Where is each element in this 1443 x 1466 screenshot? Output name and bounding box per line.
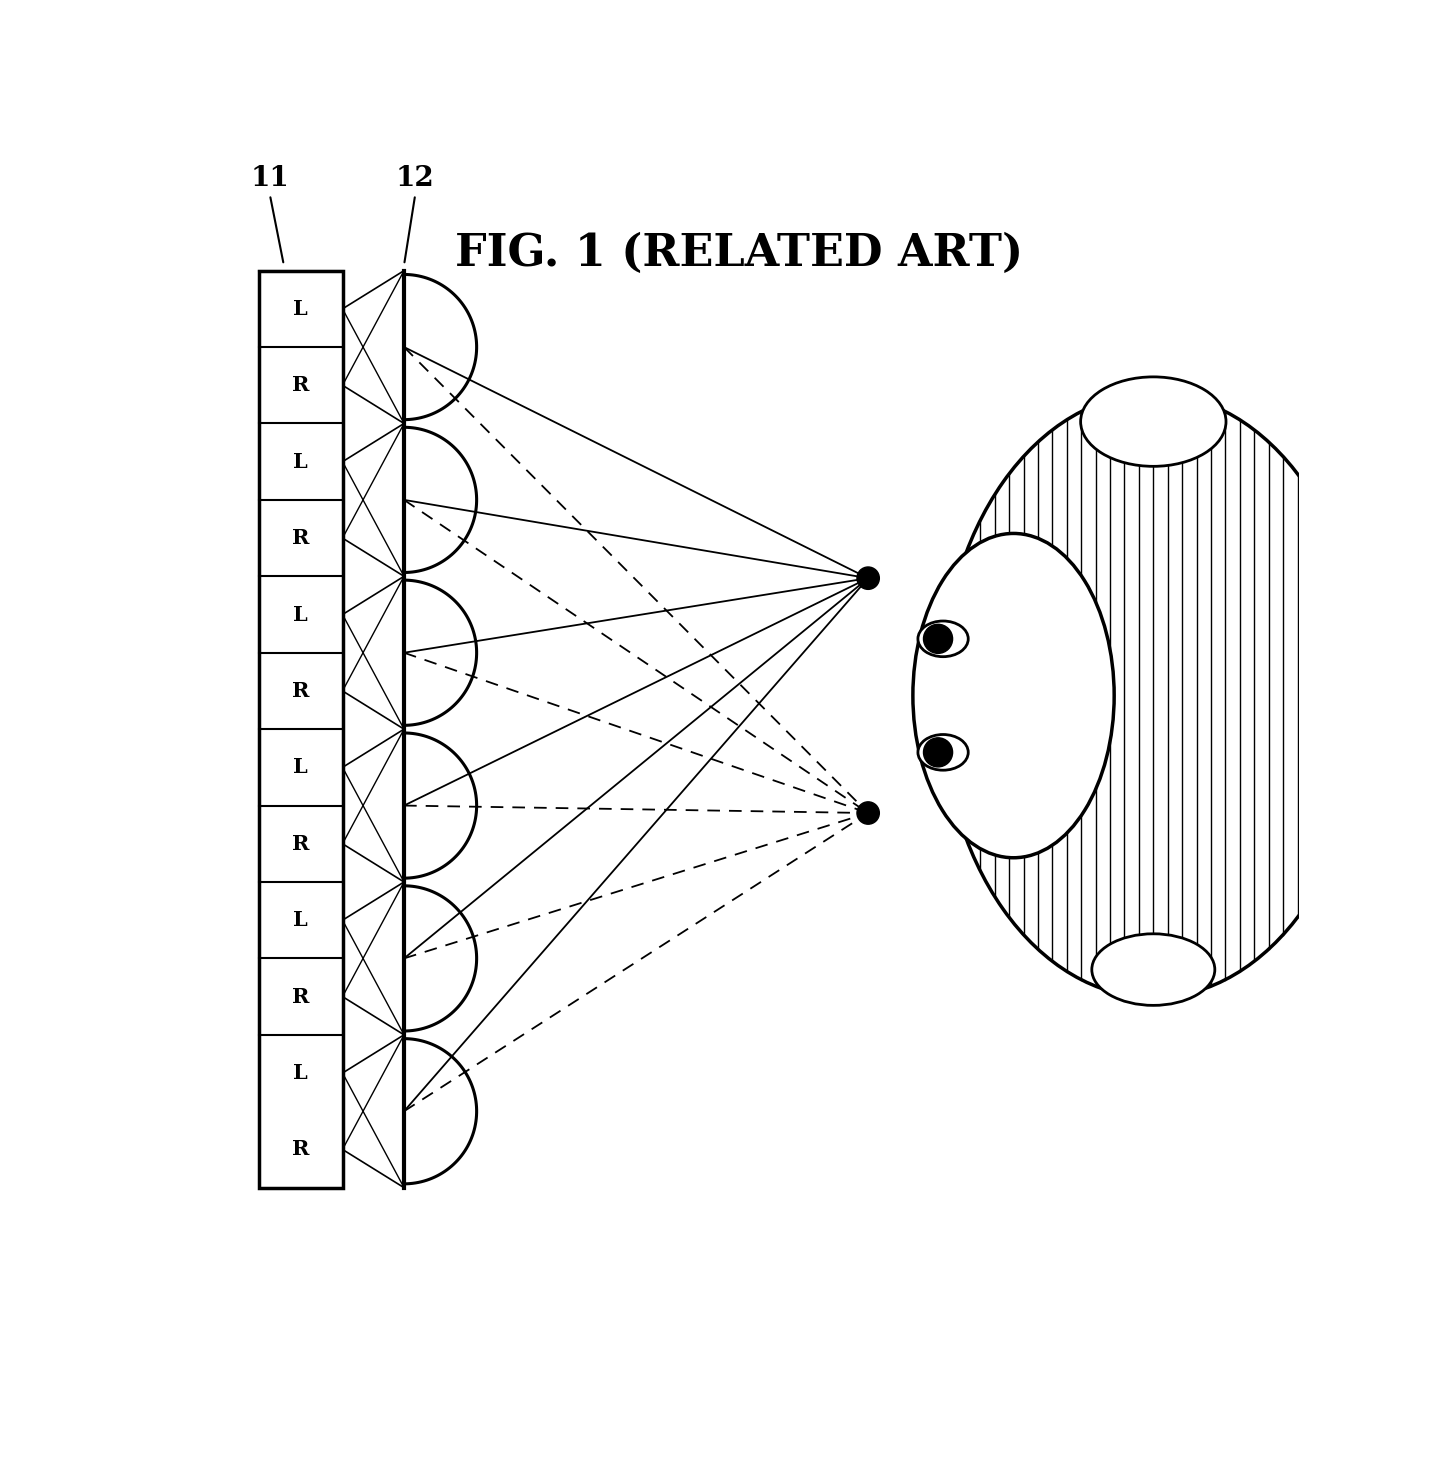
Circle shape (924, 737, 952, 767)
Bar (258, 271, 342, 1187)
Text: R: R (291, 528, 309, 548)
Text: L: L (293, 758, 307, 777)
Text: 11: 11 (251, 166, 289, 192)
Text: R: R (291, 987, 309, 1007)
Text: FIG. 1 (RELATED ART): FIG. 1 (RELATED ART) (456, 232, 1023, 274)
Ellipse shape (918, 734, 968, 770)
Ellipse shape (941, 394, 1365, 997)
Ellipse shape (1081, 377, 1227, 466)
Ellipse shape (913, 534, 1114, 858)
Text: L: L (293, 452, 307, 472)
Circle shape (924, 625, 952, 654)
Text: R: R (291, 680, 309, 701)
Text: R: R (291, 834, 309, 853)
Text: L: L (293, 604, 307, 625)
Ellipse shape (918, 622, 968, 657)
Text: L: L (293, 1063, 307, 1083)
Circle shape (857, 802, 879, 824)
Text: 12: 12 (395, 166, 434, 192)
Circle shape (857, 567, 879, 589)
Text: R: R (291, 1139, 309, 1160)
Ellipse shape (1092, 934, 1215, 1006)
Text: L: L (293, 910, 307, 931)
Text: R: R (291, 375, 309, 396)
Text: L: L (293, 299, 307, 318)
